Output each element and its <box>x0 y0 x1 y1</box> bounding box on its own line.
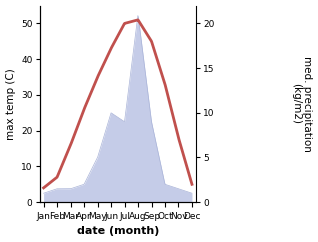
Y-axis label: max temp (C): max temp (C) <box>5 68 16 140</box>
X-axis label: date (month): date (month) <box>77 227 159 236</box>
Y-axis label: med. precipitation
(kg/m2): med. precipitation (kg/m2) <box>291 56 313 152</box>
